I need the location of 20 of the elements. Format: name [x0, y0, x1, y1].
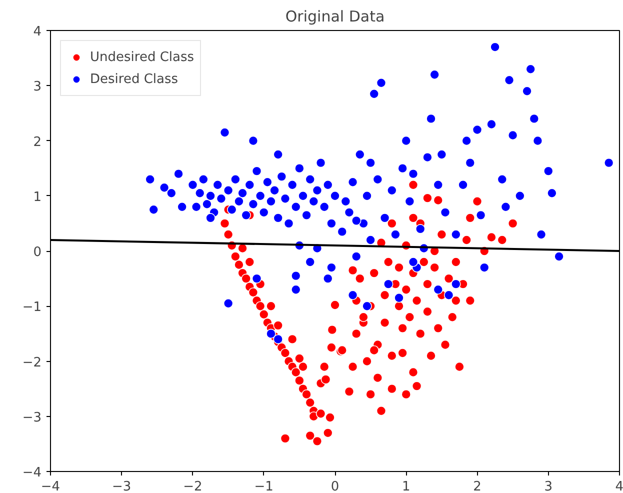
- x-tick-label: 4: [615, 480, 623, 493]
- y-tick-label: −4: [22, 466, 42, 480]
- x-tick-label: −1: [254, 480, 274, 493]
- x-tick-label: 3: [544, 480, 553, 493]
- y-tick-label: 0: [33, 245, 42, 260]
- x-tick-label: −2: [183, 480, 202, 493]
- x-tick-label: 2: [473, 480, 482, 493]
- y-tick-label: −3: [22, 410, 42, 426]
- x-tick-label: 1: [402, 480, 410, 493]
- y-tick-label: −1: [22, 300, 42, 316]
- y-tick-label: 2: [33, 134, 42, 150]
- y-tick-label: 3: [33, 80, 42, 95]
- legend-label: Desired Class: [90, 72, 178, 86]
- legend-label: Undesired Class: [90, 50, 194, 64]
- y-tick-label: 4: [33, 24, 42, 40]
- x-tick-label: −3: [112, 480, 132, 493]
- x-tick-label: 0: [330, 480, 340, 493]
- y-tick-label: 1: [33, 190, 42, 205]
- y-tick-label: −2: [22, 355, 42, 370]
- chart-title: Original Data: [285, 8, 385, 26]
